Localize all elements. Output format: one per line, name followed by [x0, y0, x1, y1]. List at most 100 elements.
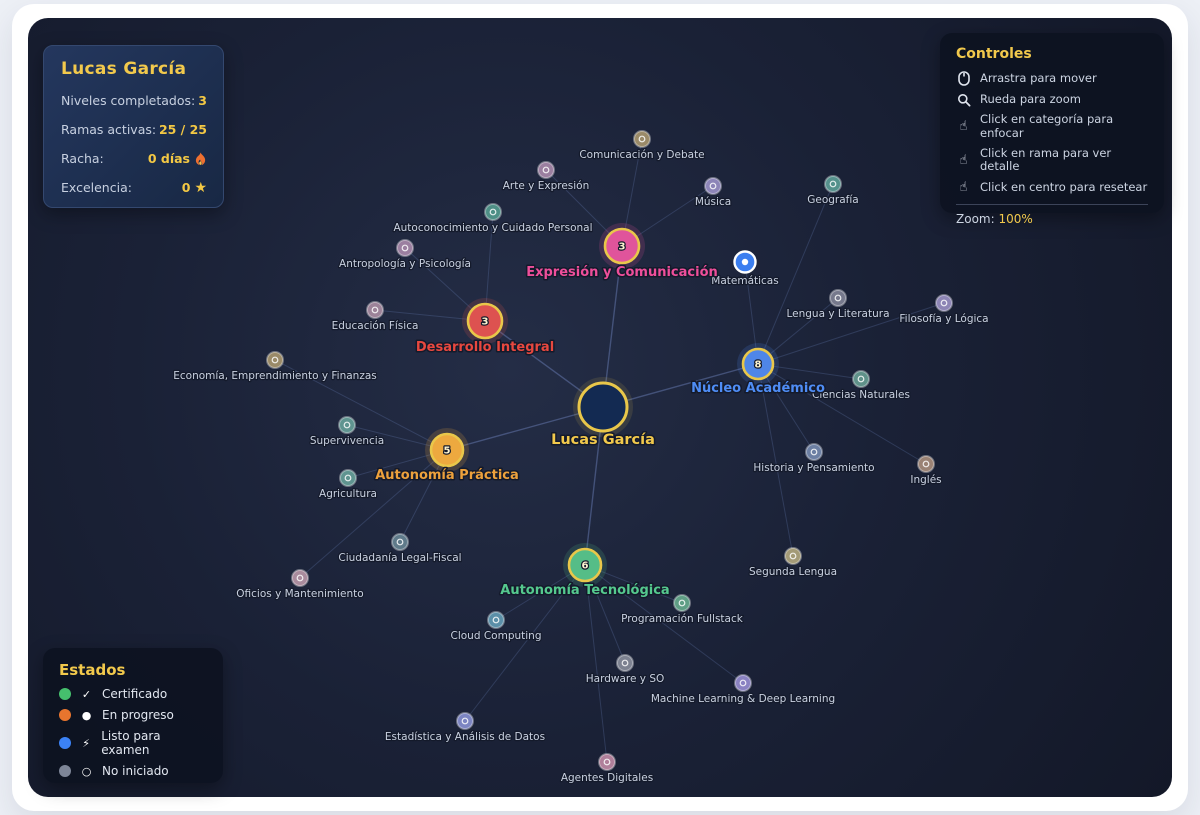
category-label: Autonomía Práctica: [375, 468, 519, 483]
zoom-indicator: Zoom: 100%: [956, 212, 1148, 226]
branch-node[interactable]: [805, 443, 823, 461]
status-dot-certified: [59, 688, 71, 700]
branch-node[interactable]: [484, 203, 502, 221]
graph-edge-center: [602, 245, 623, 408]
branch-node[interactable]: [537, 161, 555, 179]
skill-tree-graph[interactable]: Comunicación y Debate Arte y Expresión Mús…: [28, 18, 1172, 797]
category-label: Núcleo Académico: [691, 381, 825, 396]
node-label: Lengua y Literatura: [786, 308, 889, 320]
branch-node[interactable]: [391, 533, 409, 551]
circle-outline-icon: ○: [81, 764, 92, 778]
not-started-ring-icon: [296, 574, 304, 582]
stat-row-excellence: Excelencia: 0 ★: [61, 180, 207, 195]
search-icon: [956, 92, 971, 107]
control-label: Arrastra para mover: [980, 70, 1097, 85]
not-started-ring-icon: [940, 299, 948, 307]
graph-edge-branch: [757, 302, 945, 365]
control-row-zoom: Rueda para zoom: [956, 92, 1148, 107]
legend-item-in-progress: ● En progreso: [59, 708, 207, 722]
legend-title: Estados: [59, 661, 126, 679]
ready-dot-icon: [741, 258, 749, 266]
graph-edge-branch: [757, 363, 927, 465]
control-label: Click en rama para ver detalle: [980, 145, 1112, 174]
node-label: Cloud Computing: [451, 630, 542, 642]
not-started-ring-icon: [678, 599, 686, 607]
category-count: 5: [444, 446, 451, 457]
node-label: Comunicación y Debate: [579, 149, 704, 161]
center-node[interactable]: [577, 381, 629, 433]
control-row-focus: ☝ Click en categoría para enfocar: [956, 112, 1148, 141]
branch-node[interactable]: [852, 370, 870, 388]
branch-node[interactable]: [704, 177, 722, 195]
node-label: Estadística y Análisis de Datos: [385, 731, 545, 743]
not-started-ring-icon: [922, 460, 930, 468]
control-label: Rueda para zoom: [980, 91, 1081, 106]
not-started-ring-icon: [603, 758, 611, 766]
node-label: Programación Fullstack: [621, 613, 744, 625]
category-node[interactable]: [466, 302, 504, 340]
node-label: Supervivencia: [310, 435, 384, 447]
branch-node[interactable]: [456, 712, 474, 730]
not-started-ring-icon: [857, 375, 865, 383]
not-started-ring-icon: [829, 180, 837, 188]
branch-node[interactable]: [673, 594, 691, 612]
graph-edge-branch: [495, 564, 586, 621]
category-node[interactable]: [429, 432, 465, 468]
stat-value: 0 días: [148, 151, 207, 166]
branch-node[interactable]: [338, 416, 356, 434]
category-node[interactable]: [567, 547, 603, 583]
branch-node[interactable]: [917, 455, 935, 473]
status-legend-panel: Estados ✓ Certificado ● En progreso ⚡ Li…: [43, 648, 223, 783]
branch-node[interactable]: [266, 351, 284, 369]
graph-edge-branch: [274, 359, 448, 451]
stat-label: Racha:: [61, 151, 104, 166]
not-started-ring-icon: [789, 552, 797, 560]
branch-node[interactable]: [598, 753, 616, 771]
controls-panel: Controles Arrastra para mover Rueda para…: [940, 33, 1164, 226]
branch-node[interactable]: [616, 654, 634, 672]
branch-node[interactable]: [396, 239, 414, 257]
node-label: Agricultura: [319, 488, 377, 500]
graph-edge-center: [584, 406, 604, 566]
branch-node[interactable]: [366, 301, 384, 319]
branch-node[interactable]: [824, 175, 842, 193]
legend-label: Certificado: [102, 687, 168, 701]
not-started-ring-icon: [810, 448, 818, 456]
branch-node[interactable]: [339, 469, 357, 487]
branch-node[interactable]: [935, 294, 953, 312]
graph-edge-branch: [757, 363, 794, 557]
control-row-reset: ☝ Click en centro para resetear: [956, 180, 1148, 195]
graph-edge-branch: [757, 297, 839, 365]
not-started-ring-icon: [492, 616, 500, 624]
stat-value: 3: [198, 93, 207, 108]
branch-node[interactable]: [734, 674, 752, 692]
legend-label: Listo para examen: [101, 729, 161, 757]
category-node[interactable]: [603, 227, 641, 265]
star-icon: ★: [194, 179, 207, 196]
graph-edge-branch: [744, 261, 759, 365]
node-label: Historia y Pensamiento: [753, 462, 874, 474]
status-dot-in-progress: [59, 709, 71, 721]
legend-item-certified: ✓ Certificado: [59, 687, 207, 701]
branch-node[interactable]: [784, 547, 802, 565]
controls-divider: [956, 204, 1148, 206]
branch-node[interactable]: [829, 289, 847, 307]
node-label: Matemáticas: [711, 275, 778, 287]
zoom-label: Zoom:: [956, 212, 995, 227]
node-label: Arte y Expresión: [503, 180, 590, 192]
not-started-ring-icon: [371, 306, 379, 314]
legend-item-not-started: ○ No iniciado: [59, 764, 207, 778]
center-label: Lucas García: [551, 432, 655, 448]
control-label: Click en centro para resetear: [980, 179, 1148, 194]
category-node[interactable]: [741, 347, 775, 381]
node-label: Segunda Lengua: [749, 566, 837, 578]
branch-node[interactable]: [487, 611, 505, 629]
node-label: Agentes Digitales: [561, 772, 653, 784]
branch-node[interactable]: [291, 569, 309, 587]
status-dot-ready: [59, 737, 71, 749]
control-row-detail: ☝ Click en rama para ver detalle: [956, 145, 1148, 175]
node-label: Economía, Emprendimiento y Finanzas: [173, 370, 377, 382]
branch-node[interactable]: [633, 130, 651, 148]
not-started-ring-icon: [638, 135, 646, 143]
control-row-drag: Arrastra para mover: [956, 71, 1148, 86]
